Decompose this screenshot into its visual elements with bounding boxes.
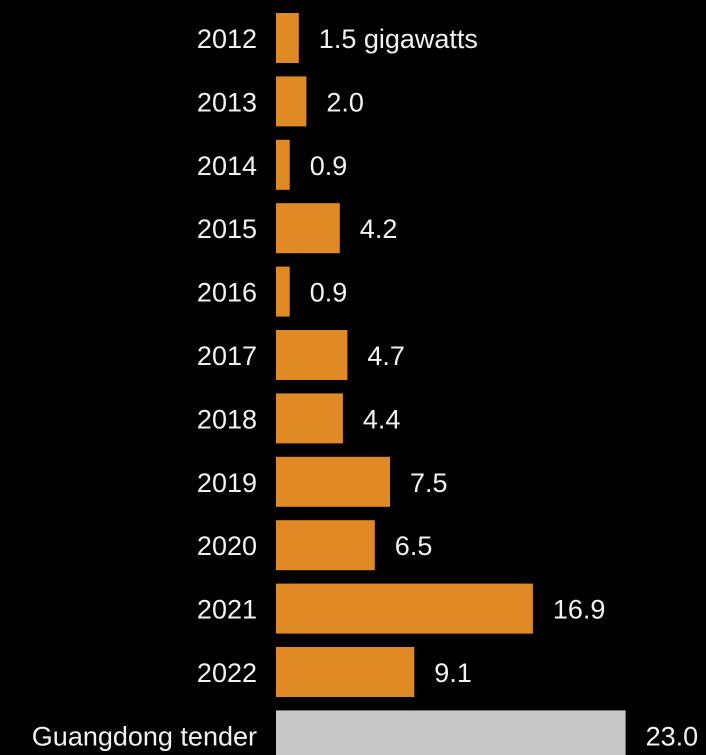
bar-2019 — [276, 456, 390, 507]
bar-2014 — [276, 139, 290, 190]
category-label: 2019 — [197, 468, 257, 498]
value-label: 7.5 — [410, 468, 448, 498]
bar-2013 — [276, 76, 307, 127]
bar-2018 — [276, 393, 343, 444]
category-label: 2022 — [197, 658, 257, 688]
bars-group — [276, 13, 626, 755]
value-label: 2.0 — [326, 87, 364, 117]
value-label: 16.9 — [553, 595, 606, 625]
category-label: 2020 — [197, 531, 257, 561]
category-label: 2014 — [197, 151, 257, 181]
bar-guangdong-tender — [276, 710, 626, 755]
bar-2016 — [276, 266, 290, 317]
category-label: 2017 — [197, 341, 257, 371]
bar-2017 — [276, 330, 348, 380]
value-label: 0.9 — [310, 278, 348, 308]
bar-2015 — [276, 203, 340, 254]
category-labels-group: 2012 2013 2014 2015 2016 2017 2018 2019 2020 2021… — [32, 24, 257, 751]
category-label: Guangdong tender — [32, 721, 257, 751]
bar-2012 — [276, 13, 299, 63]
category-label: 2013 — [197, 87, 257, 117]
bar-2022 — [276, 647, 415, 697]
category-label: 2018 — [197, 404, 257, 434]
value-labels-group: 1.5 gigawatts 2.0 0.9 4.2 0.9 4.7 4.4 7.5 6.5 16.… — [310, 24, 698, 751]
value-label: 1.5 gigawatts — [319, 24, 478, 54]
bar-2020 — [276, 520, 375, 571]
category-label: 2021 — [197, 595, 257, 625]
value-label: 23.0 — [646, 721, 699, 751]
value-label: 4.7 — [367, 341, 405, 371]
bar-2021 — [276, 583, 533, 634]
value-label: 4.4 — [363, 404, 401, 434]
value-label: 6.5 — [395, 531, 433, 561]
category-label: 2016 — [197, 278, 257, 308]
category-label: 2015 — [197, 214, 257, 244]
value-label: 0.9 — [310, 151, 348, 181]
value-label: 9.1 — [434, 658, 472, 688]
category-label: 2012 — [197, 24, 257, 54]
value-label: 4.2 — [360, 214, 398, 244]
